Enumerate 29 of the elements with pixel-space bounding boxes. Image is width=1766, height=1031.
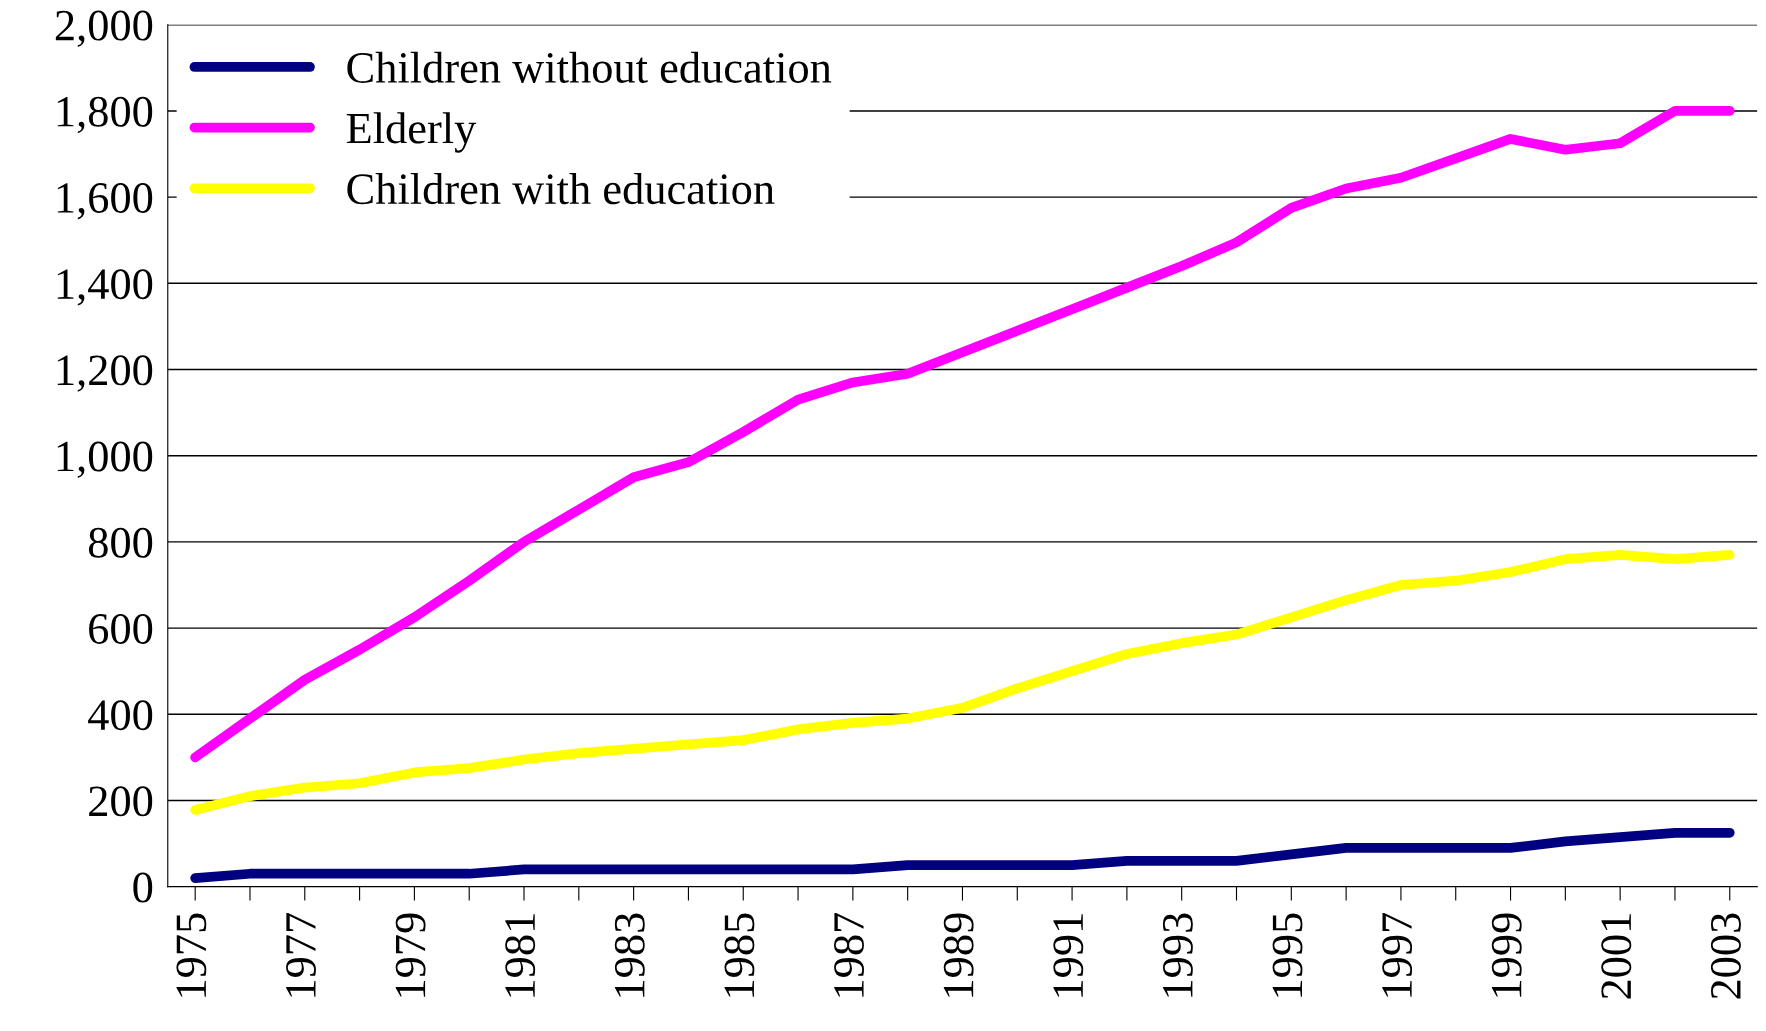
legend-label: Children with education [347,172,775,205]
y-tick-label: 400 [88,700,153,731]
x-tick-label: 1995 [1272,913,1303,997]
y-tick-label: 800 [88,527,153,558]
x-tick-label: 1999 [1491,913,1522,997]
x-tick-label: 1981 [505,914,536,997]
y-tick-label: 1,400 [57,269,153,306]
x-tick-label: 1975 [176,913,207,997]
y-tick-label: 1,200 [57,355,153,392]
x-tick-label: 1991 [1053,914,1084,997]
x-tick-label: 1983 [614,913,645,997]
y-tick-label: 1,600 [57,182,153,220]
x-tick-label: 2001 [1601,914,1632,999]
x-tick-label: 1989 [943,913,974,997]
y-tick-label: 1,800 [57,96,153,134]
x-tick-label: 1993 [1162,913,1193,997]
legend-label: Elderly [346,112,477,153]
legend-label: Children without education [347,51,832,83]
y-tick-label: 2,000 [55,10,153,47]
x-tick-label: 1987 [833,912,864,997]
x-tick-label: 1997 [1382,912,1413,997]
y-tick-label: 200 [89,786,153,817]
y-tick-label: 0 [133,872,153,903]
y-tick-label: 600 [89,613,153,644]
x-tick-label: 1979 [395,913,426,997]
x-tick-label: 2003 [1710,913,1741,999]
x-tick-label: 1977 [286,912,316,997]
y-tick-label: 1,000 [57,441,153,478]
x-tick-label: 1985 [724,913,755,997]
